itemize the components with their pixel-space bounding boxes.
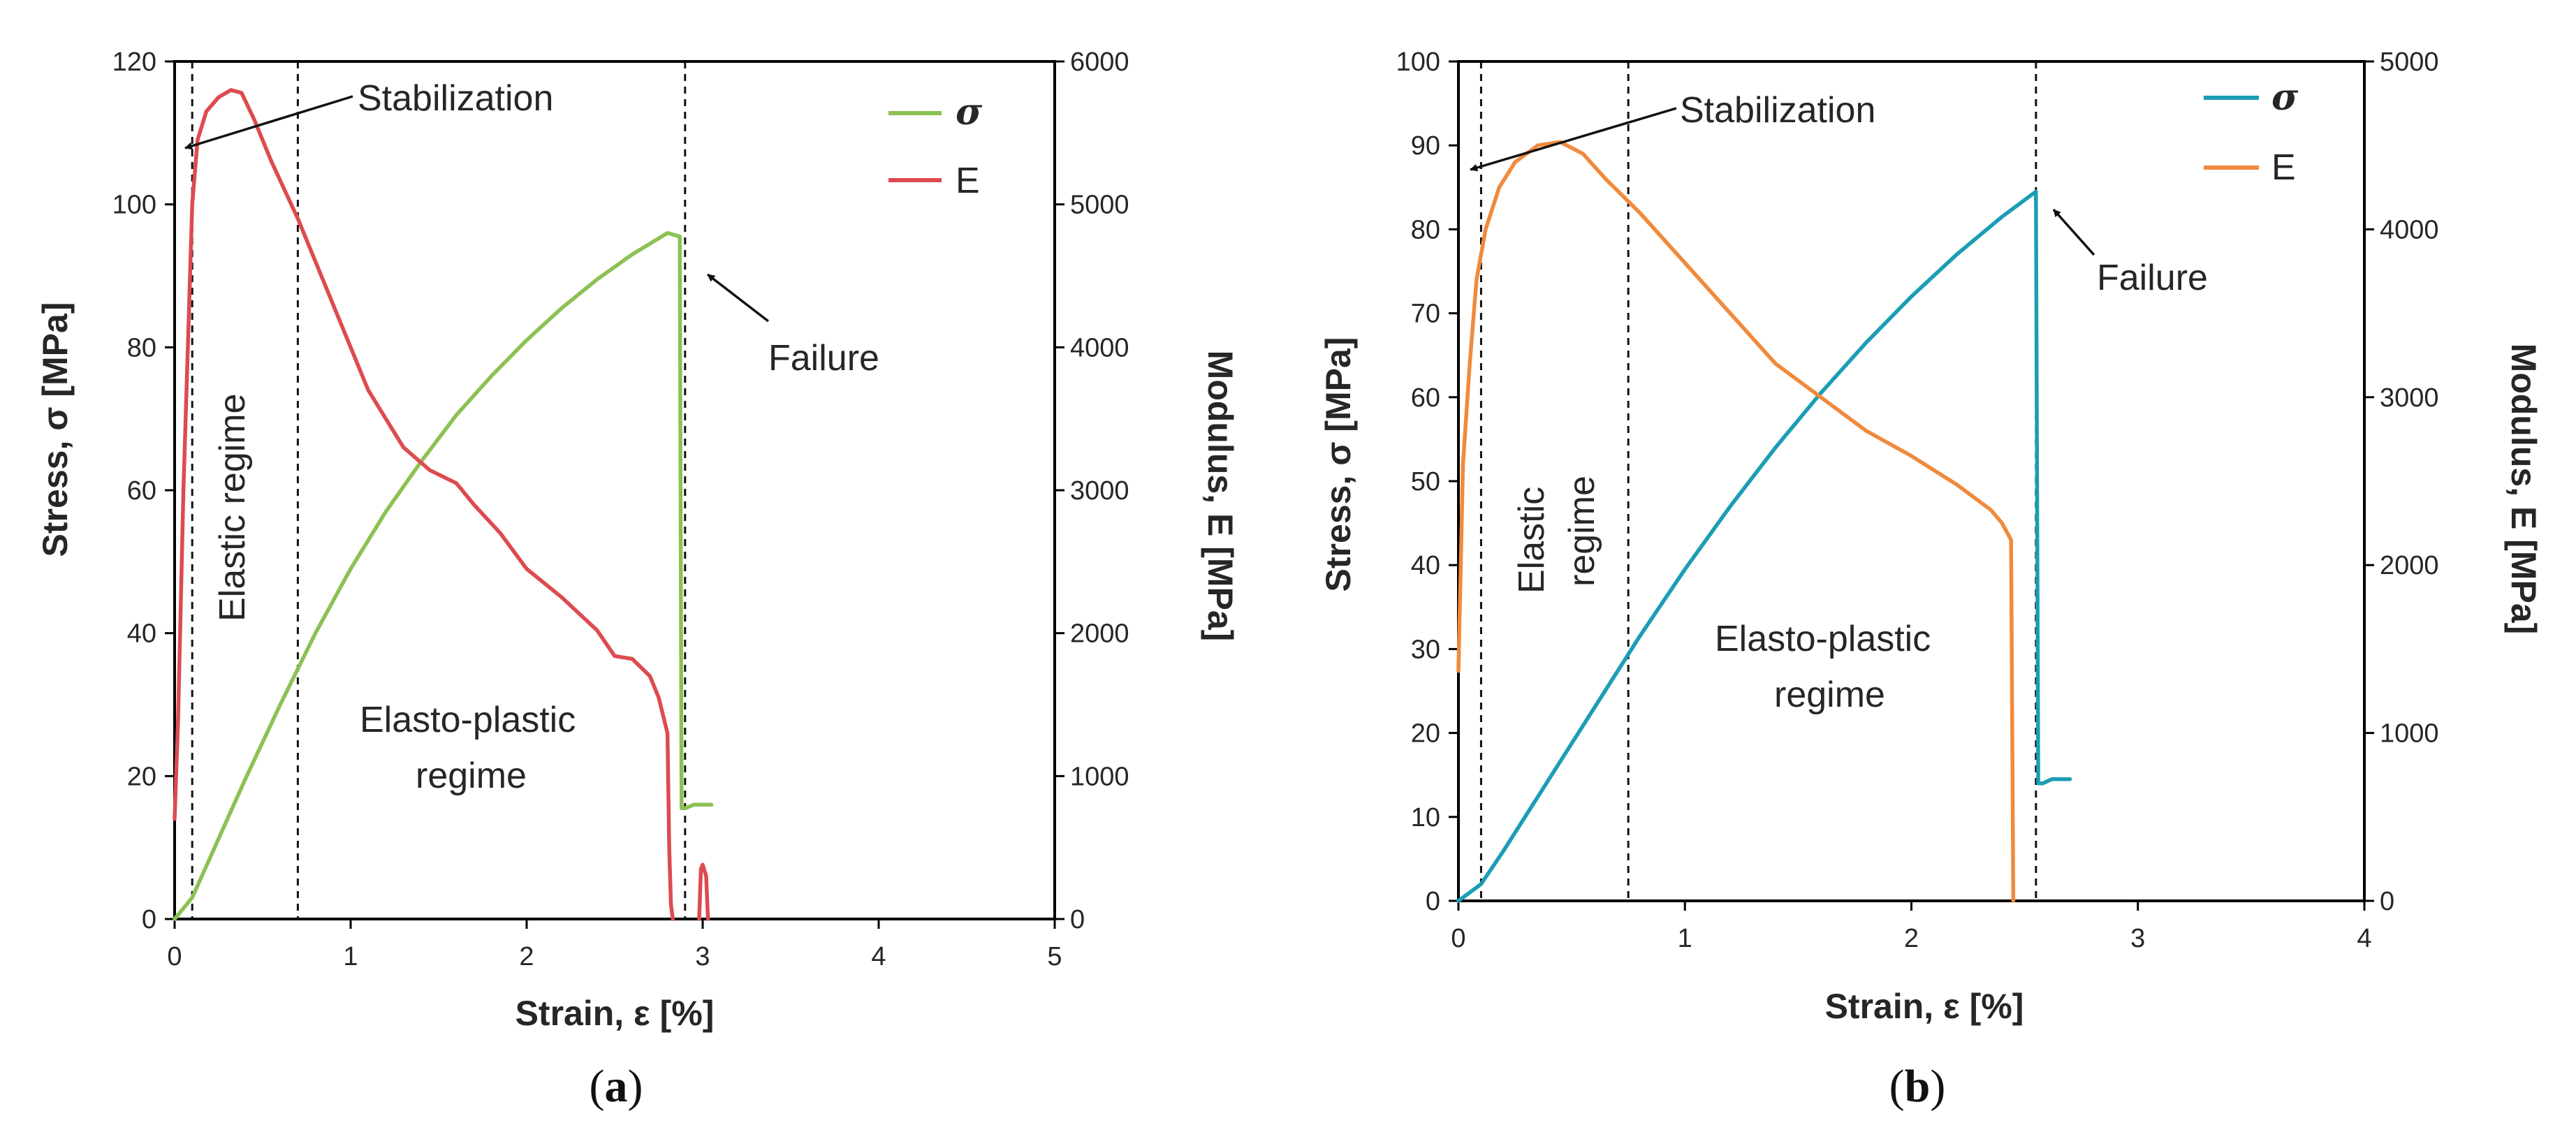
failure-arrow: [2052, 208, 2095, 256]
x-tick-label: 4: [2357, 924, 2371, 953]
plot-frame: [173, 60, 1056, 920]
y2-tick-label: 6000: [1070, 47, 1129, 77]
legend-sigma-label-b: σ: [2271, 76, 2299, 119]
annotation-elastic-regime: Elastic regime: [212, 393, 253, 622]
x-tick-label: 5: [1047, 942, 1062, 971]
y-axis-title-b: Stress, σ [MPa]: [1319, 337, 1358, 592]
y-tick-label: 20: [1411, 719, 1440, 749]
y-tick-label: 60: [1411, 383, 1440, 413]
x-tick-label: 0: [1451, 924, 1465, 953]
x-tick-label: 0: [167, 942, 182, 971]
stress-curve: [173, 230, 714, 921]
failure-arrow: [706, 273, 770, 323]
y-tick-label: 70: [1411, 300, 1440, 329]
caption-a: (a): [590, 1061, 643, 1112]
annotation-failure-b: Failure: [2097, 258, 2208, 298]
y-tick-label: 20: [127, 762, 156, 791]
annotation-elasto-plastic-line1-b: Elasto-plastic: [1715, 619, 1931, 659]
x-tick-label: 3: [2130, 924, 2145, 953]
y2-tick-label: 3000: [1070, 476, 1129, 506]
y-axis-title-a: Stress, σ [MPa]: [36, 302, 75, 557]
stress-curve: [1456, 189, 2072, 903]
legend-e-label-a: E: [956, 161, 980, 201]
y2-tick-label: 4000: [2380, 215, 2439, 244]
x-tick-label: 1: [343, 942, 358, 971]
modulus-curve: [1456, 140, 2016, 903]
y2-tick-label: 0: [1070, 905, 1085, 934]
legend-sigma-label-a: σ: [956, 91, 983, 133]
y2-tick-label: 5000: [2380, 47, 2439, 77]
y-tick-label: 100: [112, 191, 156, 220]
y2-tick-label: 5000: [1070, 191, 1129, 220]
y2-axis-title-b: Modulus, E [MPa]: [2504, 344, 2543, 635]
y2-tick-label: 1000: [2380, 719, 2439, 749]
stabilization-arrow: [1470, 107, 1677, 172]
y-tick-label: 50: [1411, 467, 1440, 497]
x-tick-label: 3: [695, 942, 710, 971]
annotation-failure: Failure: [768, 338, 879, 379]
y-tick-label: 40: [1411, 551, 1440, 580]
annotation-elastic-line1-b: Elastic: [1512, 487, 1552, 594]
x-axis-title-a: Strain, ε [%]: [515, 994, 715, 1033]
modulus-curve: [697, 862, 710, 921]
y2-axis-title-a: Modulus, E [MPa]: [1201, 351, 1240, 642]
annotation-elasto-plastic-line2-b: regime: [1774, 675, 1885, 715]
y2-tick-label: 4000: [1070, 333, 1129, 362]
annotation-elasto-plastic-line1: Elasto-plastic: [360, 700, 576, 740]
x-tick-label: 1: [1678, 924, 1692, 953]
panel-b-chart: 0 1 2 3 401020304050607080901000100020003000…: [1396, 47, 2439, 953]
y2-tick-label: 1000: [1070, 762, 1129, 791]
y2-tick-label: 0: [2380, 887, 2394, 916]
y-tick-label: 100: [1396, 47, 1440, 77]
stabilization-arrow: [184, 95, 353, 150]
x-tick-label: 4: [871, 942, 886, 971]
legend-e-label-b: E: [2271, 147, 2296, 188]
y-tick-label: 40: [127, 619, 156, 649]
y2-tick-label: 3000: [2380, 383, 2439, 413]
panel-a-chart: 0 1 2 3 4 50204060801001200100020003000400050…: [112, 47, 1129, 971]
annotation-stabilization-b: Stabilization: [1680, 90, 1875, 131]
x-axis-title-b: Strain, ε [%]: [1825, 987, 2024, 1026]
x-tick-label: 2: [1904, 924, 1919, 953]
annotation-elastic-line2-b: regime: [1562, 476, 1602, 587]
y-tick-label: 0: [142, 905, 156, 934]
y-tick-label: 10: [1411, 803, 1440, 832]
y-tick-label: 0: [1426, 887, 1440, 916]
y2-tick-label: 2000: [1070, 619, 1129, 649]
modulus-curve: [173, 88, 675, 921]
y-tick-label: 80: [1411, 215, 1440, 244]
y-tick-label: 120: [112, 47, 156, 77]
caption-b: (b): [1889, 1061, 1946, 1112]
annotation-stabilization: Stabilization: [358, 78, 553, 119]
y-tick-label: 80: [127, 333, 156, 362]
y-tick-label: 90: [1411, 131, 1440, 161]
x-tick-label: 2: [519, 942, 534, 971]
annotation-elasto-plastic-line2: regime: [416, 756, 527, 796]
y-tick-label: 60: [127, 476, 156, 506]
y-tick-label: 30: [1411, 635, 1440, 664]
y2-tick-label: 2000: [2380, 551, 2439, 580]
